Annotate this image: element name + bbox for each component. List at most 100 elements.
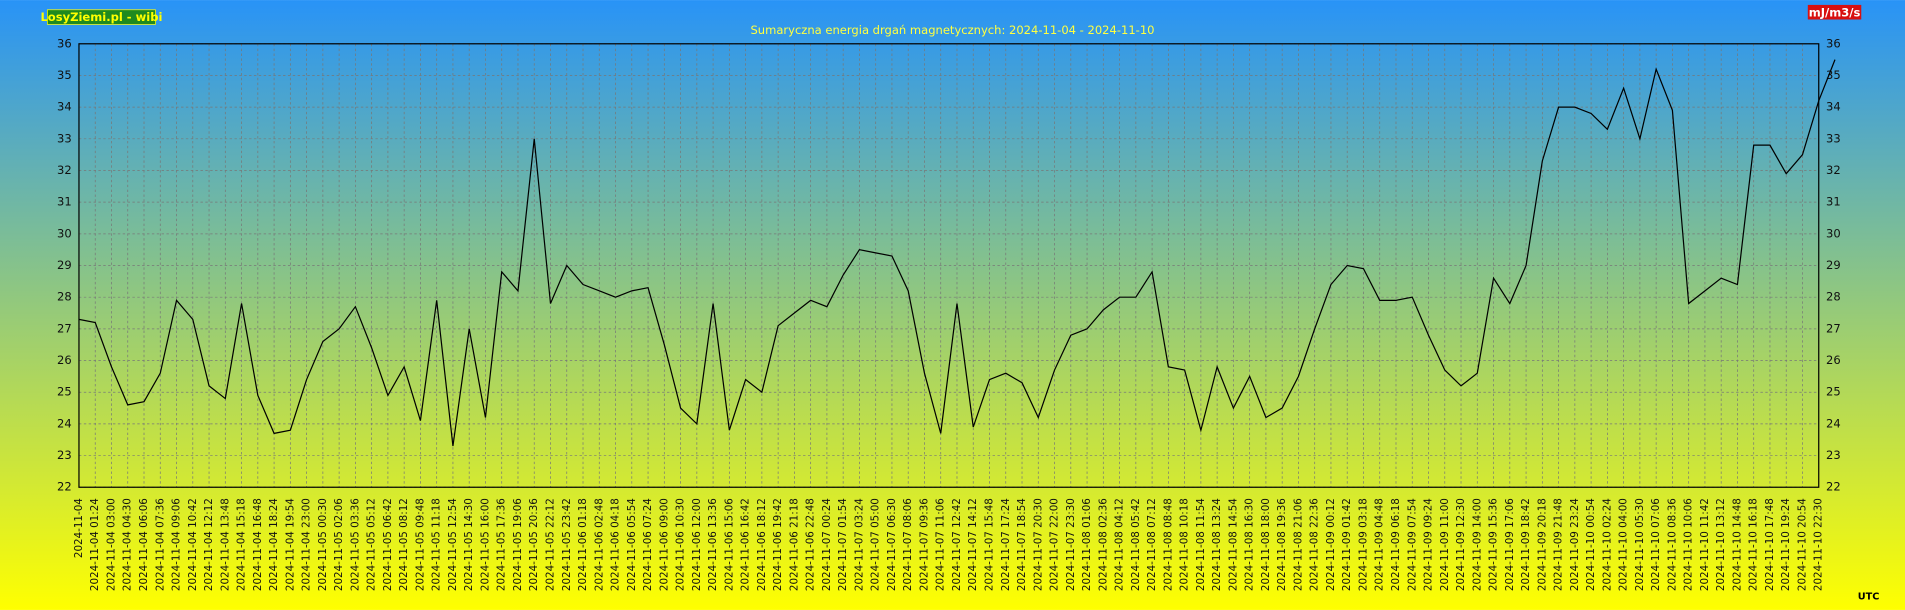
x-tick-label: 2024-11-05 06:42 xyxy=(382,498,394,591)
x-tick-label: 2024-11-09 17:06 xyxy=(1504,498,1516,591)
x-tick-label: 2024-11-07 20:30 xyxy=(1032,498,1044,591)
x-tick-label: 2024-11-04 10:42 xyxy=(187,498,199,591)
y-tick-label: 22 xyxy=(57,480,72,494)
x-tick-label: 2024-11-07 05:00 xyxy=(870,498,882,591)
x-tick-label: 2024-11-08 08:48 xyxy=(1162,498,1174,591)
y-tick-label: 31 xyxy=(57,195,72,209)
x-tick-label: 2024-11-10 08:36 xyxy=(1666,498,1678,591)
x-tick-label: 2024-11-06 21:18 xyxy=(788,498,800,591)
x-tick-label: 2024-11-07 15:48 xyxy=(984,498,996,591)
x-tick-label: 2024-11-06 19:42 xyxy=(772,498,784,591)
x-tick-label: 2024-11-05 19:06 xyxy=(512,498,524,591)
x-tick-label: 2024-11-05 00:30 xyxy=(317,498,329,591)
site-label: LosyZiemi.pl - wibi xyxy=(40,10,162,24)
x-tick-label: 2024-11-10 13:12 xyxy=(1715,498,1727,591)
x-tick-label: 2024-11-08 01:06 xyxy=(1081,498,1093,591)
x-tick-label: 2024-11-08 13:24 xyxy=(1211,498,1223,591)
y-tick-label: 23 xyxy=(57,448,72,462)
x-tick-label: 2024-11-09 21:48 xyxy=(1553,498,1565,591)
y-tick-label-right: 26 xyxy=(1826,353,1841,367)
x-tick-label: 2024-11-05 22:12 xyxy=(544,498,556,591)
plot-area: 22 22 23 23 24 24 25 25 26 26 27 27 28 28 29 29 30 30 31 31… xyxy=(57,36,1841,591)
x-tick-label: 2024-11-10 19:24 xyxy=(1780,498,1792,591)
y-tick-label: 34 xyxy=(57,100,72,114)
x-tick-label: 2024-11-04 06:06 xyxy=(138,498,150,591)
x-tick-label: 2024-11-09 00:12 xyxy=(1325,498,1337,591)
x-tick-label: 2024-11-04 01:24 xyxy=(89,498,101,591)
x-tick-label: 2024-11-08 19:36 xyxy=(1276,498,1288,591)
x-tick-label: 2024-11-05 02:06 xyxy=(333,498,345,591)
x-tick-label: 2024-11-09 09:24 xyxy=(1423,498,1435,591)
y-tick-label-right: 27 xyxy=(1826,321,1841,335)
y-tick-label-right: 36 xyxy=(1826,36,1841,50)
x-tick-label: 2024-11-07 00:24 xyxy=(821,498,833,591)
x-tick-label: 2024-11-05 14:30 xyxy=(463,498,475,591)
x-tick-label: 2024-11-06 02:48 xyxy=(593,498,605,591)
x-tick-label: 2024-11-05 20:36 xyxy=(528,498,540,591)
x-tick-label: 2024-11-08 04:12 xyxy=(1114,498,1126,591)
x-tick-label: 2024-11-07 23:30 xyxy=(1065,498,1077,591)
x-tick-label: 2024-11-08 02:36 xyxy=(1097,498,1109,591)
y-tick-label: 36 xyxy=(57,36,72,50)
y-tick-label-right: 24 xyxy=(1826,416,1841,430)
x-tick-label: 2024-11-09 14:00 xyxy=(1471,498,1483,591)
x-tick-label: 2024-11-10 00:54 xyxy=(1585,498,1597,591)
y-tick-label: 28 xyxy=(57,290,72,304)
x-tick-label: 2024-11-06 01:18 xyxy=(577,498,589,591)
x-tick-label: 2024-11-10 16:18 xyxy=(1748,498,1760,591)
x-tick-label: 2024-11-05 23:42 xyxy=(561,498,573,591)
x-tick-label: 2024-11-08 22:36 xyxy=(1309,498,1321,591)
x-tick-label: 2024-11-05 05:12 xyxy=(366,498,378,591)
x-tick-label: 2024-11-08 21:06 xyxy=(1292,498,1304,591)
y-tick-label: 32 xyxy=(57,163,72,177)
y-tick-label-right: 34 xyxy=(1826,100,1841,114)
x-tick-label: 2024-11-08 05:42 xyxy=(1130,498,1142,591)
x-tick-label: 2024-11-10 22:30 xyxy=(1813,498,1825,591)
x-tick-label: 2024-11-06 18:12 xyxy=(756,498,768,591)
x-tick-label: 2024-11-10 14:48 xyxy=(1731,498,1743,591)
x-tick-label: 2024-11-04 18:24 xyxy=(268,498,280,591)
x-tick-label: 2024-11-10 11:42 xyxy=(1699,498,1711,591)
x-tick-label: 2024-11-09 12:30 xyxy=(1455,498,1467,591)
x-tick-label: 2024-11-08 16:30 xyxy=(1244,498,1256,591)
x-tick-label: 2024-11-07 11:06 xyxy=(935,498,947,591)
unit-label: mJ/m3/s xyxy=(1809,5,1861,19)
x-tick-label: 2024-11-07 03:24 xyxy=(853,498,865,591)
x-tick-label: 2024-11-10 02:24 xyxy=(1601,498,1613,591)
x-tick-label: 2024-11-04 16:48 xyxy=(252,498,264,591)
x-tick-label: 2024-11-07 17:24 xyxy=(1000,498,1012,591)
x-tick-label: 2024-11-05 12:54 xyxy=(447,498,459,591)
x-tick-label: 2024-11-07 09:36 xyxy=(918,498,930,591)
x-tick-label: 2024-11-04 07:36 xyxy=(154,498,166,591)
x-tick-label: 2024-11-05 09:48 xyxy=(414,498,426,591)
x-tick-label: 2024-11-10 07:06 xyxy=(1650,498,1662,591)
x-tick-label: 2024-11-08 10:18 xyxy=(1179,498,1191,591)
x-tick-label: 2024-11-06 04:18 xyxy=(610,498,622,591)
x-tick-label: 2024-11-05 17:36 xyxy=(496,498,508,591)
x-tick-label: 2024-11-06 15:06 xyxy=(723,498,735,591)
x-tick-label: 2024-11-10 17:48 xyxy=(1764,498,1776,591)
x-tick-label: 2024-11-09 18:42 xyxy=(1520,498,1532,591)
x-tick-label: 2024-11-09 20:18 xyxy=(1536,498,1548,591)
x-tick-label: 2024-11-04 23:00 xyxy=(301,498,313,591)
x-tick-label: 2024-11-08 11:54 xyxy=(1195,498,1207,591)
x-tick-label: 2024-11-05 11:18 xyxy=(431,498,443,591)
x-tick-label: 2024-11-06 22:48 xyxy=(805,498,817,591)
x-tick-label: 2024-11-09 01:42 xyxy=(1341,498,1353,591)
x-tick-label: 2024-11-10 10:06 xyxy=(1683,498,1695,591)
x-tick-label: 2024-11-09 06:18 xyxy=(1390,498,1402,591)
x-tick-label: 2024-11-05 08:12 xyxy=(398,498,410,591)
chart-title: Sumaryczna energia drgań magnetycznych: … xyxy=(750,23,1154,37)
x-tick-label: 2024-11-10 20:54 xyxy=(1796,498,1808,591)
x-tick-label: 2024-11-10 04:00 xyxy=(1618,498,1630,591)
y-tick-label-right: 22 xyxy=(1826,480,1841,494)
x-tick-label: 2024-11-10 05:30 xyxy=(1634,498,1646,591)
x-tick-label: 2024-11-07 01:54 xyxy=(837,498,849,591)
x-tick-label: 2024-11-04 19:54 xyxy=(284,498,296,591)
y-tick-label-right: 33 xyxy=(1826,131,1841,145)
y-tick-label-right: 35 xyxy=(1826,68,1841,82)
timezone-label: UTC xyxy=(1858,592,1880,603)
y-tick-label-right: 23 xyxy=(1826,448,1841,462)
